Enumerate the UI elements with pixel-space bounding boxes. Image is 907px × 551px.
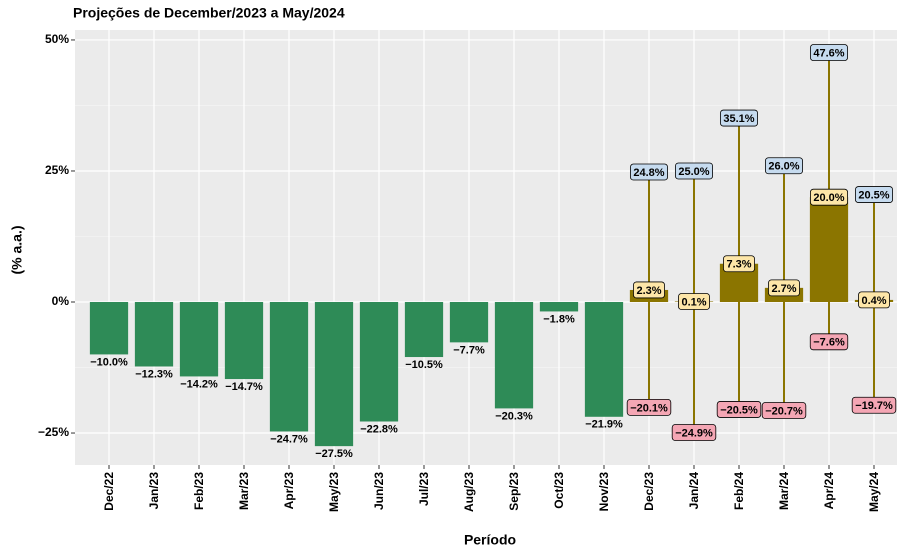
y-tick-label: 25%: [45, 163, 69, 177]
data-label: −14.2%: [180, 378, 218, 390]
data-label: 2.3%: [636, 285, 661, 297]
bar: [89, 302, 129, 355]
x-tick-label: May/24: [867, 472, 881, 512]
x-tick-label: Aug/23: [462, 472, 476, 512]
data-label: −12.3%: [135, 368, 173, 380]
label-box: [678, 293, 710, 310]
label-box: [764, 157, 804, 175]
data-label: −21.9%: [585, 419, 623, 431]
bar: [359, 302, 399, 422]
x-tick-label: Nov/23: [597, 472, 611, 512]
data-label: 7.3%: [726, 259, 751, 271]
data-label: 2.7%: [771, 283, 796, 295]
panel: [75, 30, 897, 465]
data-label: −7.7%: [453, 344, 485, 356]
bar: [449, 302, 489, 343]
x-tick-label: Mar/24: [777, 472, 791, 510]
data-label: −24.7%: [270, 433, 308, 445]
bar: [404, 302, 444, 358]
label-box: [719, 109, 759, 127]
data-label: −20.3%: [495, 410, 533, 422]
data-label: −24.9%: [675, 427, 713, 439]
y-tick-label: 50%: [45, 32, 69, 46]
data-label: −7.6%: [813, 337, 845, 349]
x-tick-label: Feb/24: [732, 472, 746, 510]
label-box: [768, 279, 800, 297]
label-box: [851, 396, 897, 414]
label-box: [761, 402, 807, 419]
x-tick-label: Apr/23: [282, 472, 296, 510]
chart-title: Projeções de December/2023 a May/2024: [73, 5, 345, 21]
x-tick-label: Jan/24: [687, 472, 701, 510]
x-tick-label: Sep/23: [507, 472, 521, 511]
data-label: −22.8%: [360, 423, 398, 435]
label-box: [809, 44, 849, 61]
data-label: −14.7%: [225, 381, 263, 393]
data-label: 26.0%: [768, 161, 799, 173]
label-box: [671, 424, 717, 441]
x-tick-label: Mar/23: [237, 472, 251, 510]
label-box: [858, 291, 890, 309]
label-box: [854, 186, 894, 203]
data-label: −20.7%: [765, 405, 803, 417]
data-label: −1.8%: [543, 313, 575, 325]
bar: [134, 302, 174, 367]
label-box: [809, 188, 849, 206]
data-label: 47.6%: [813, 47, 844, 59]
label-box: [723, 255, 755, 273]
x-axis-title: Período: [464, 532, 516, 548]
bar: [224, 302, 264, 380]
x-tick-label: May/23: [327, 472, 341, 512]
data-label: −19.7%: [855, 400, 893, 412]
label-box: [716, 401, 762, 418]
x-tick-label: Apr/24: [822, 472, 836, 510]
data-label: 24.8%: [633, 167, 664, 179]
label-box: [626, 398, 672, 416]
data-label: 20.0%: [813, 192, 844, 204]
data-label: 0.4%: [861, 295, 886, 307]
y-tick-label: −25%: [38, 425, 69, 439]
label-box: [809, 333, 849, 351]
bar: [494, 302, 534, 409]
data-label: −10.5%: [405, 359, 443, 371]
bar: [179, 302, 219, 377]
bar: [584, 302, 624, 417]
x-tick-label: Dec/23: [642, 472, 656, 511]
data-label: 0.1%: [681, 296, 706, 308]
data-label: −27.5%: [315, 448, 353, 460]
x-tick-label: Jan/23: [147, 472, 161, 510]
bar: [269, 302, 309, 432]
y-axis-title: (% a.a.): [9, 225, 25, 274]
data-label: −20.1%: [630, 402, 668, 414]
data-label: 35.1%: [723, 113, 754, 125]
bar: [539, 302, 579, 312]
data-label: −20.5%: [720, 404, 758, 416]
x-tick-label: Oct/23: [552, 472, 566, 509]
x-tick-label: Dec/22: [102, 472, 116, 511]
x-tick-label: Jun/23: [372, 472, 386, 510]
label-box: [633, 281, 665, 299]
y-tick-label: 0%: [52, 294, 70, 308]
bar: [314, 302, 354, 447]
label-box: [629, 163, 669, 181]
data-label: −10.0%: [90, 356, 128, 368]
data-label: 25.0%: [678, 166, 709, 178]
data-label: 20.5%: [858, 189, 889, 201]
x-tick-label: Feb/23: [192, 472, 206, 510]
x-tick-label: Jul/23: [417, 472, 431, 506]
label-box: [674, 162, 714, 180]
